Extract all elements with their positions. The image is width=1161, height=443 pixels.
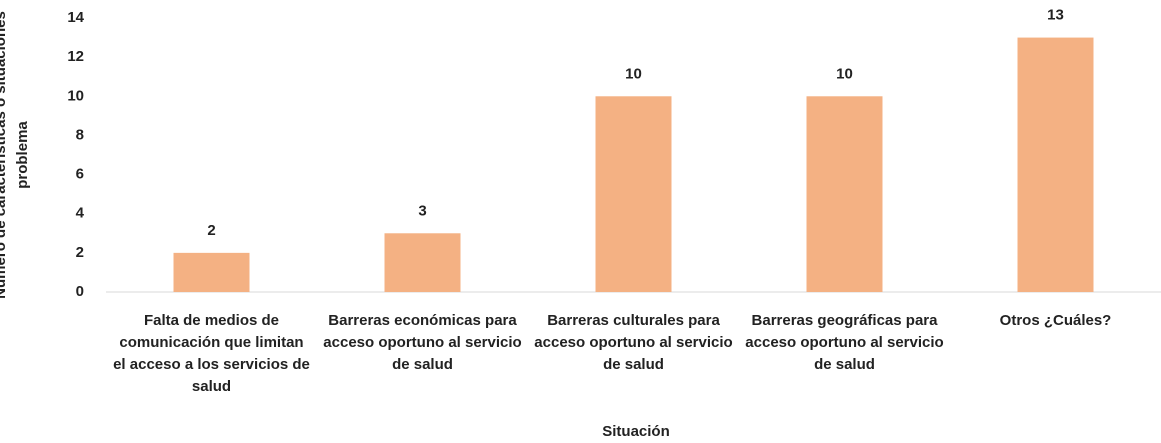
- value-label: 10: [836, 65, 853, 82]
- value-label: 2: [207, 222, 215, 239]
- bar: [1017, 37, 1094, 293]
- x-axis-title: Situación: [602, 423, 670, 440]
- x-tick-label-box: Barreras culturales para acceso oportuno…: [534, 312, 733, 373]
- x-tick-label-box: Barreras económicas para acceso oportuno…: [323, 312, 522, 373]
- y-tick-label: 4: [76, 205, 85, 222]
- y-tick-label: 14: [67, 9, 84, 26]
- x-tick-label: Otros ¿Cuáles?: [999, 312, 1112, 329]
- value-label: 3: [418, 202, 426, 219]
- x-tick-label: Barreras económicas para acceso oportuno…: [323, 312, 522, 373]
- y-tick-label: 8: [76, 126, 84, 143]
- y-tick-label: 6: [76, 166, 84, 183]
- x-tick-label: Barreras culturales para acceso oportuno…: [534, 312, 733, 373]
- bar: [173, 252, 250, 292]
- y-axis-title-box: Numero de características o situaciones …: [0, 11, 31, 299]
- bar: [384, 233, 461, 292]
- x-tick-label-box: Otros ¿Cuáles?: [999, 312, 1112, 329]
- x-tick-label: Falta de medios de comunicación que limi…: [113, 312, 310, 395]
- x-tick-label-box: Barreras geográficas para acceso oportun…: [745, 312, 944, 373]
- y-tick-label: 12: [67, 48, 84, 65]
- value-label: 13: [1047, 7, 1064, 24]
- x-tick-label-box: Falta de medios de comunicación que limi…: [113, 312, 310, 395]
- y-tick-label: 10: [67, 87, 84, 104]
- bar: [595, 96, 672, 293]
- y-axis-title: Numero de características o situaciones …: [0, 11, 31, 299]
- value-label: 10: [625, 65, 642, 82]
- y-tick-label: 2: [76, 244, 84, 261]
- bar: [806, 96, 883, 293]
- x-tick-label: Barreras geográficas para acceso oportun…: [745, 312, 944, 373]
- y-tick-label: 0: [76, 283, 84, 300]
